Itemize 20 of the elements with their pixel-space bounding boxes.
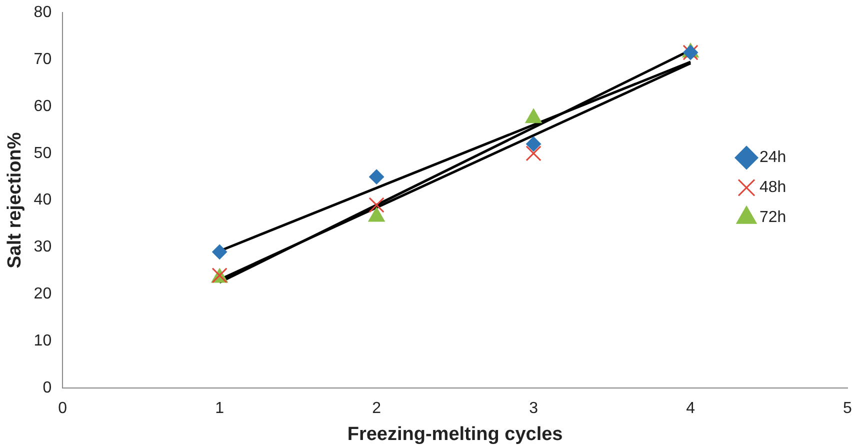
y-tick-label: 20 — [34, 286, 52, 303]
x-tick-label: 0 — [58, 400, 68, 418]
legend-label: 48h — [760, 179, 786, 196]
x-axis-title: Freezing-melting cycles — [347, 424, 563, 445]
y-tick-label: 40 — [34, 192, 52, 209]
x-tick-label: 3 — [529, 400, 538, 418]
x-tick-label: 5 — [843, 400, 852, 418]
x-tick-label: 4 — [686, 400, 696, 418]
y-tick-label: 30 — [34, 238, 52, 256]
y-tick-label: 0 — [42, 379, 52, 396]
y-tick-label: 50 — [34, 144, 52, 162]
y-tick-label: 80 — [34, 4, 52, 22]
y-tick-label: 60 — [34, 98, 52, 115]
legend-label: 72h — [760, 209, 786, 226]
y-tick-label: 70 — [34, 50, 52, 68]
x-tick-label: 2 — [372, 400, 382, 418]
x-tick-label: 1 — [215, 400, 224, 418]
legend-label: 24h — [760, 149, 786, 166]
y-tick-label: 10 — [34, 332, 52, 350]
y-axis-title: Salt rejection% — [4, 132, 26, 268]
